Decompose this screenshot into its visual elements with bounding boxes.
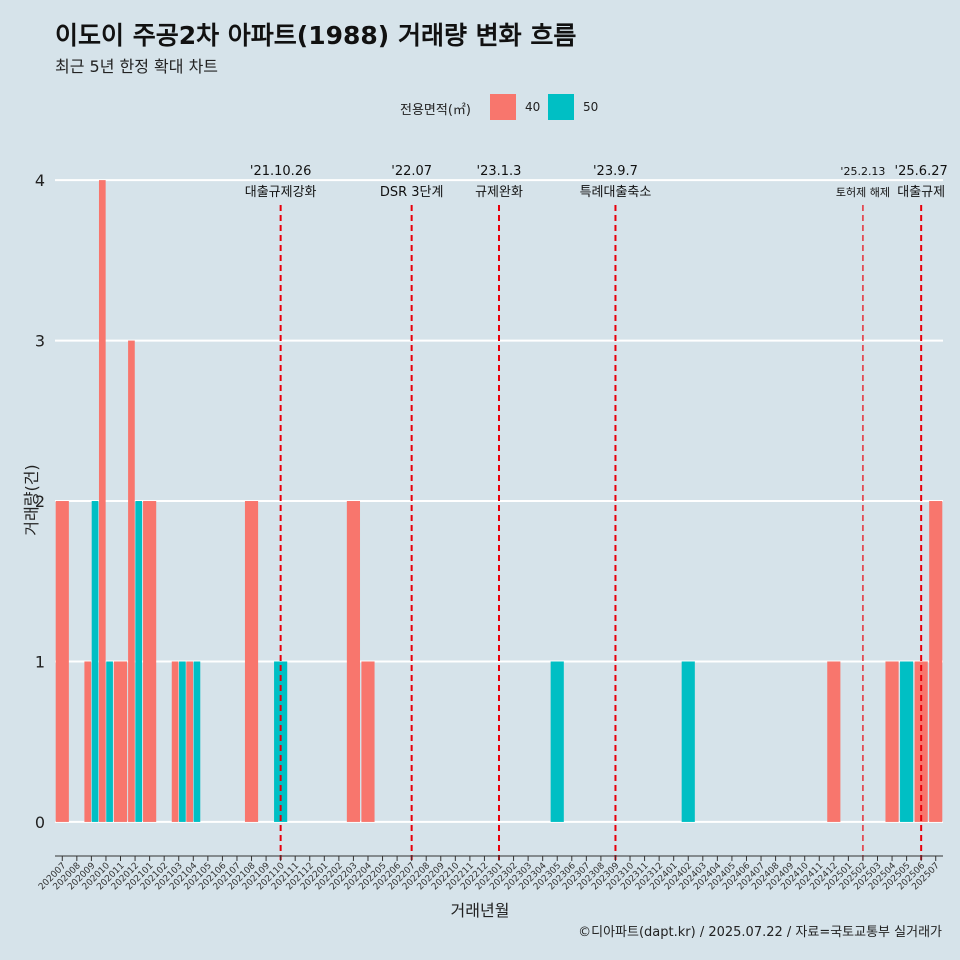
bar-40-202012 [128, 340, 135, 822]
x-axis-label: 거래년월 [450, 901, 510, 920]
bar-40-202412 [827, 661, 841, 822]
event-label-202506: 대출규제 [897, 185, 945, 200]
event-date-202502: '25.2.13 [840, 165, 885, 178]
bar-40-202011 [113, 661, 128, 822]
bar-40-202504 [885, 661, 899, 822]
bar-40-202203 [346, 501, 361, 822]
event-date-202110: '21.10.26 [250, 164, 311, 179]
bar-50-202305 [550, 661, 564, 822]
bar-40-202506 [914, 661, 928, 822]
bar-50-202012 [135, 501, 143, 822]
legend: 전용면적(㎡) 40 50 [0, 94, 960, 120]
event-date-202506: '25.6.27 [895, 164, 948, 179]
bar-50-202110 [274, 661, 288, 822]
bar-50-202505 [900, 661, 914, 822]
event-label-202301: 규제완화 [475, 185, 523, 200]
chart-title: 이도이 주공2차 아파트(1988) 거래량 변화 흐름 [55, 21, 577, 50]
chart-subtitle: 최근 5년 한정 확대 차트 [55, 57, 219, 76]
y-tick-label: 0 [35, 813, 45, 832]
bar-40-202204 [361, 661, 375, 822]
event-date-202301: '23.1.3 [477, 164, 522, 179]
y-tick-label: 3 [35, 332, 45, 351]
event-label-202207: DSR 3단계 [380, 185, 444, 200]
event-label-202309: 특례대출축소 [580, 185, 652, 200]
source-caption: ©디아파트(dapt.kr) / 2025.07.22 / 자료=국토교통부 실… [578, 925, 942, 940]
event-date-202207: '22.07 [391, 164, 432, 179]
bar-50-202009 [91, 501, 99, 822]
bar-40-202007 [55, 501, 69, 822]
bar-40-202507 [929, 501, 943, 822]
bar-40-202010 [98, 180, 106, 822]
y-tick-label: 1 [35, 652, 45, 671]
bar-40-202103 [171, 661, 179, 822]
y-axis-label: 거래량(건) [22, 464, 41, 536]
legend-key-50 [548, 94, 574, 120]
legend-label-40: 40 [525, 100, 541, 114]
bar-50-202402 [681, 661, 695, 822]
legend-title: 전용면적(㎡) [400, 103, 471, 118]
bar-50-202104 [193, 661, 201, 822]
legend-key-40 [490, 94, 516, 120]
event-date-202309: '23.9.7 [593, 164, 638, 179]
bar-40-202009 [84, 661, 92, 822]
bar-40-202108 [244, 501, 259, 822]
event-label-202502: 토허제 해제 [836, 185, 890, 199]
bar-50-202103 [179, 661, 186, 822]
y-tick-label: 2 [35, 492, 45, 511]
y-tick-label: 4 [35, 171, 45, 190]
event-label-202110: 대출규제강화 [245, 185, 317, 200]
legend-label-50: 50 [583, 100, 599, 114]
bar-50-202010 [106, 661, 113, 822]
bar-40-202104 [186, 661, 193, 822]
bar-40-202101 [143, 501, 157, 822]
